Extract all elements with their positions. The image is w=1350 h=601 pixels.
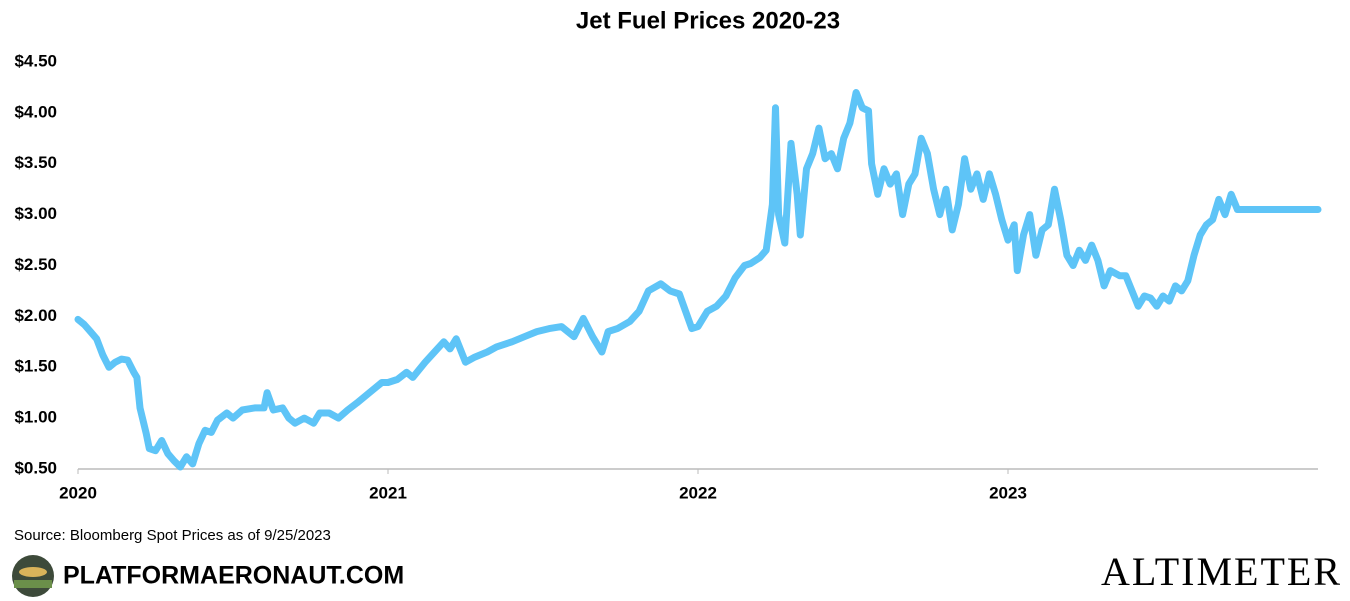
brand-name: PLATFORMAERONAUT.COM	[63, 562, 404, 590]
y-tick-label: $4.50	[14, 51, 57, 70]
source-note: Source: Bloomberg Spot Prices as of 9/25…	[14, 527, 331, 544]
logo: ALTIMETER	[1101, 549, 1342, 594]
y-tick-label: $2.00	[14, 306, 57, 325]
brand-icon	[12, 555, 54, 597]
x-tick-label: 2022	[679, 483, 717, 502]
y-tick-label: $3.50	[14, 153, 57, 172]
brand-icon-ground	[14, 580, 52, 588]
y-tick-label: $1.00	[14, 408, 57, 427]
y-tick-label: $4.00	[14, 102, 57, 121]
y-tick-label: $2.50	[14, 255, 57, 274]
brand-icon-plane	[19, 567, 47, 577]
chart-title: Jet Fuel Prices 2020-23	[576, 7, 840, 34]
x-tick-label: 2023	[989, 483, 1027, 502]
price-line	[74, 89, 1322, 471]
x-tick-label: 2021	[369, 483, 407, 502]
y-tick-label: $1.50	[14, 357, 57, 376]
x-tick-label: 2020	[59, 483, 97, 502]
y-tick-label: $0.50	[14, 458, 57, 477]
y-tick-label: $3.00	[14, 204, 57, 223]
